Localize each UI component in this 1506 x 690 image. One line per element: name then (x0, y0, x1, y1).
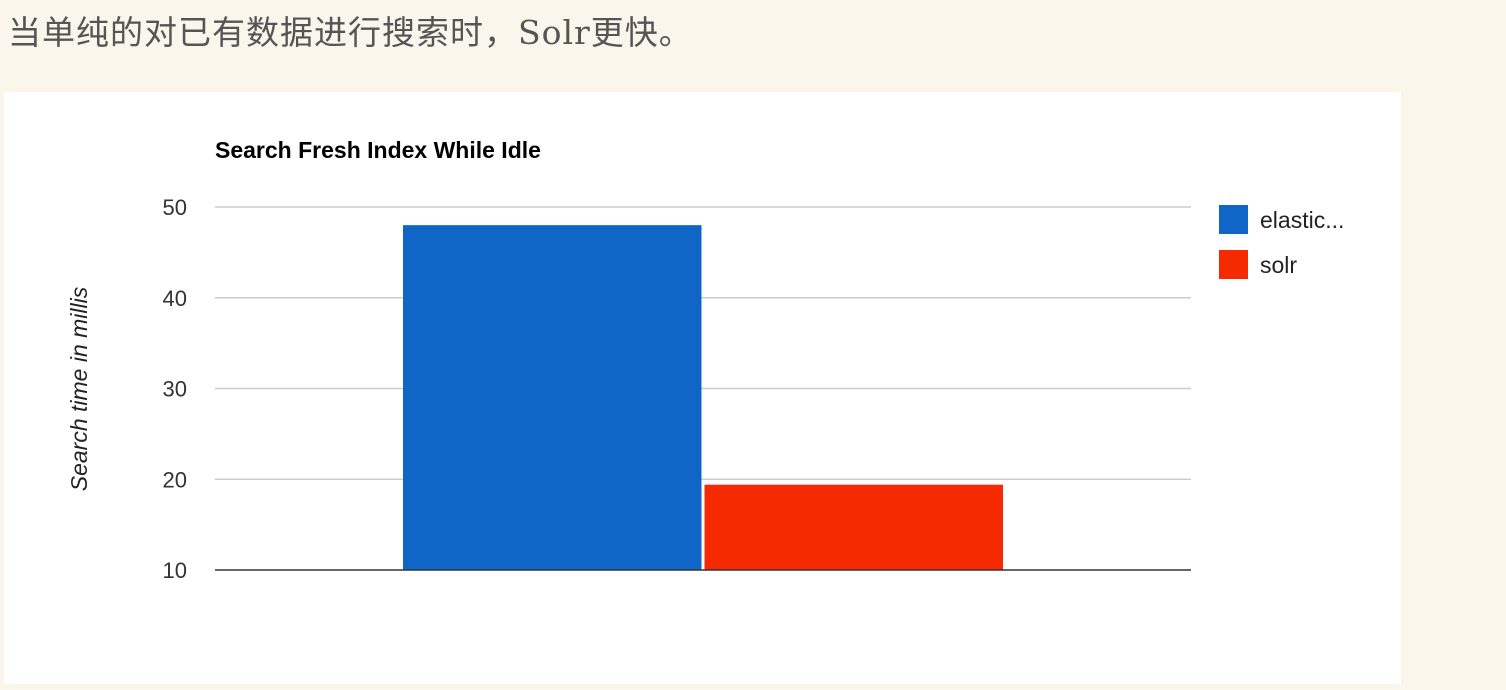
bar-chart: 10 20 30 40 50 Search Fresh Index While Idle… (4, 92, 1401, 684)
y-tick-label-50: 50 (163, 195, 187, 220)
gridlines (215, 207, 1191, 479)
legend-label-1: solr (1260, 252, 1297, 278)
y-tick-label-10: 10 (163, 558, 187, 583)
y-tick-label-40: 40 (163, 286, 187, 311)
chart-title: Search Fresh Index While Idle (215, 137, 541, 163)
chart-card: 10 20 30 40 50 Search Fresh Index While Idle… (4, 92, 1401, 684)
legend-label-0: elastic... (1260, 207, 1344, 233)
bar-1 (705, 485, 1004, 570)
bars (403, 225, 1003, 570)
legend: elastic... solr (1219, 205, 1344, 279)
legend-swatch-0 (1219, 205, 1248, 234)
y-tick-label-30: 30 (163, 377, 187, 402)
legend-swatch-1 (1219, 250, 1248, 279)
y-tick-label-20: 20 (163, 467, 187, 492)
y-axis-ticks: 10 20 30 40 50 (163, 195, 187, 583)
bar-0 (403, 225, 702, 570)
y-axis-label: Search time in millis (66, 286, 92, 491)
page-caption: 当单纯的对已有数据进行搜索时，Solr更快。 (8, 6, 693, 54)
